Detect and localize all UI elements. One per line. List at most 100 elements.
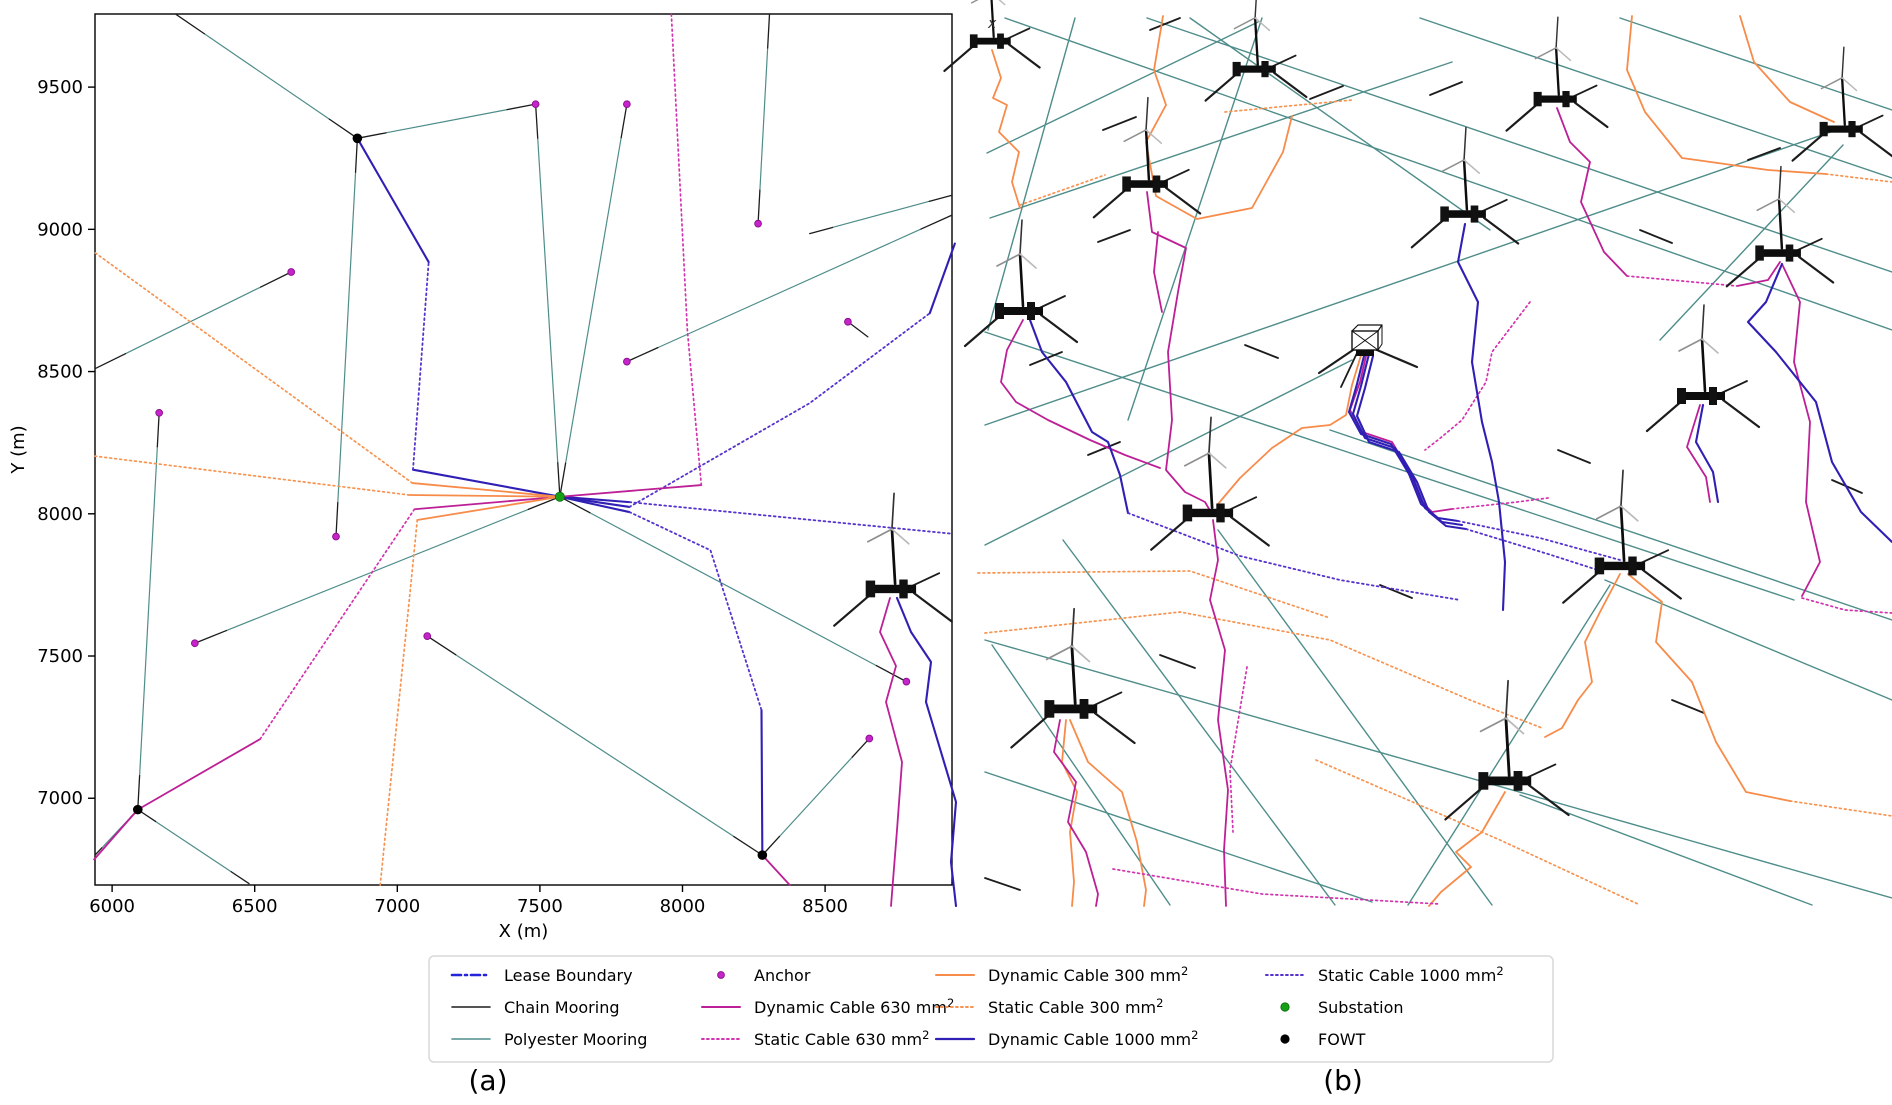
turbine-tower <box>1619 504 1626 563</box>
platform-deck <box>999 307 1043 315</box>
chain-mooring-line <box>534 103 539 139</box>
polyester-mooring-network <box>984 17 1892 906</box>
dynamic-300-cable <box>1739 15 1835 123</box>
dynamic-1000-cable <box>928 242 956 315</box>
chain-mooring-line <box>943 43 977 72</box>
legend-label: Dynamic Cable 1000 mm2 <box>988 1028 1198 1049</box>
caption-a: (a) <box>468 1064 507 1097</box>
platform-pontoon <box>899 579 908 599</box>
turbine-blade <box>1555 47 1572 62</box>
turbine-blade <box>1463 159 1481 174</box>
turbine-blade <box>1254 0 1257 19</box>
chain-mooring-line <box>928 194 953 202</box>
dynamic-300-cable <box>411 482 561 498</box>
chain-mooring-line <box>1097 229 1131 243</box>
chain-mooring-line <box>1639 229 1673 244</box>
dynamic-1000-cable <box>1355 354 1468 531</box>
polyester-mooring-line <box>225 508 529 632</box>
platform-pontoon <box>1044 700 1055 718</box>
chain-mooring-line <box>1150 516 1191 551</box>
chain-mooring-line <box>1092 186 1130 219</box>
dynamic-300-cable <box>1145 15 1293 220</box>
fowt-turbine <box>1505 16 1609 132</box>
chain-mooring-line <box>328 118 359 139</box>
turbine-blade <box>1555 16 1559 49</box>
polyester-mooring-line <box>564 137 622 464</box>
turbine-blade <box>1701 304 1705 340</box>
static-300-cable <box>1224 99 1353 113</box>
chain-mooring-line <box>1375 348 1419 369</box>
polyester-mooring-line <box>589 512 877 667</box>
chain-mooring-line <box>1410 216 1448 249</box>
platform-deck <box>1482 776 1532 786</box>
fowt-swatch <box>1280 1034 1290 1044</box>
x-tick-label: 8000 <box>660 896 706 917</box>
lattice-brace <box>1351 330 1379 351</box>
platform-pontoon <box>1079 699 1089 719</box>
platform-deck <box>1236 65 1276 73</box>
turbine-blade <box>996 253 1021 267</box>
dynamic-630-cable <box>1686 404 1711 503</box>
chain-mooring-line <box>1093 712 1136 745</box>
turbine-blade <box>891 492 895 530</box>
dynamic-630-cable <box>558 484 703 498</box>
static-300-cable <box>379 519 419 886</box>
polyester-mooring-line <box>1189 17 1491 231</box>
y-tick-label: 7500 <box>37 646 83 667</box>
chain-mooring-line <box>1102 116 1137 131</box>
chain-mooring-line <box>335 501 339 538</box>
turbine-blade <box>1071 607 1075 648</box>
polyester-mooring-line <box>984 125 1849 426</box>
fowt-turbine <box>1410 126 1520 249</box>
y-tick-label: 8000 <box>37 504 83 525</box>
anchor-marker <box>623 100 631 109</box>
static-300-cable <box>1789 800 1892 817</box>
turbine-blade <box>1045 645 1073 661</box>
chain-mooring-line <box>1272 71 1308 99</box>
turbine-blade <box>1479 717 1507 733</box>
turbine-blade <box>1778 198 1796 213</box>
turbine-blade <box>998 0 1006 6</box>
platform-pontoon <box>1513 771 1523 791</box>
substation-deck <box>1356 350 1374 356</box>
legend-label: Static Cable 1000 mm2 <box>1318 964 1504 985</box>
static-630-cable <box>1229 666 1248 833</box>
turbine-blade <box>1123 129 1147 143</box>
plot-frame <box>94 13 953 886</box>
static-300-cable <box>977 570 1331 619</box>
dynamic-300-cable <box>991 49 1021 209</box>
turbine-blade <box>1233 17 1256 30</box>
polyester-mooring-line <box>203 33 330 120</box>
turbine-blade <box>1841 77 1858 92</box>
legend-label-superscript: 2 <box>922 1028 929 1042</box>
dynamic-300-cable <box>416 495 561 521</box>
chain-mooring-line <box>1505 101 1541 132</box>
chain-mooring-line <box>875 664 908 683</box>
chain-mooring-line <box>1229 516 1270 547</box>
chain-mooring-line <box>426 635 457 656</box>
x-tick-label: 6500 <box>232 896 278 917</box>
platform-pontoon <box>1027 302 1035 320</box>
anchor-marker <box>865 734 874 743</box>
chain-mooring-line <box>912 592 953 623</box>
platform-pontoon <box>1848 121 1856 138</box>
dynamic-300-cable <box>1627 573 1791 802</box>
dynamic-1000-cable <box>558 495 631 514</box>
dynamic-630-cable <box>1556 107 1628 277</box>
panel-a-layout-plot: 6000 6500 7000 7500 8000 8500 7000 7500 8000 8500… <box>37 13 956 917</box>
turbine-blade <box>1534 47 1557 60</box>
chain-mooring-line <box>1204 71 1240 102</box>
legend-label: Dynamic Cable 630 mm2 <box>754 996 954 1017</box>
chain-mooring-line <box>1087 441 1121 456</box>
turbine-blade <box>1208 452 1227 469</box>
dynamic-1000-cable <box>895 596 958 908</box>
legend-label: Polyester Mooring <box>504 1030 647 1049</box>
y-tick-label: 9000 <box>37 219 83 240</box>
chain-mooring-line <box>1159 654 1196 669</box>
turbine-blade <box>1678 338 1703 352</box>
polyester-mooring-line <box>1004 17 1892 331</box>
turbine-tower <box>1070 644 1077 705</box>
static-630-cable <box>1424 301 1531 451</box>
axis-hint-label: x <box>987 16 997 32</box>
turbine-blade <box>1778 165 1782 200</box>
